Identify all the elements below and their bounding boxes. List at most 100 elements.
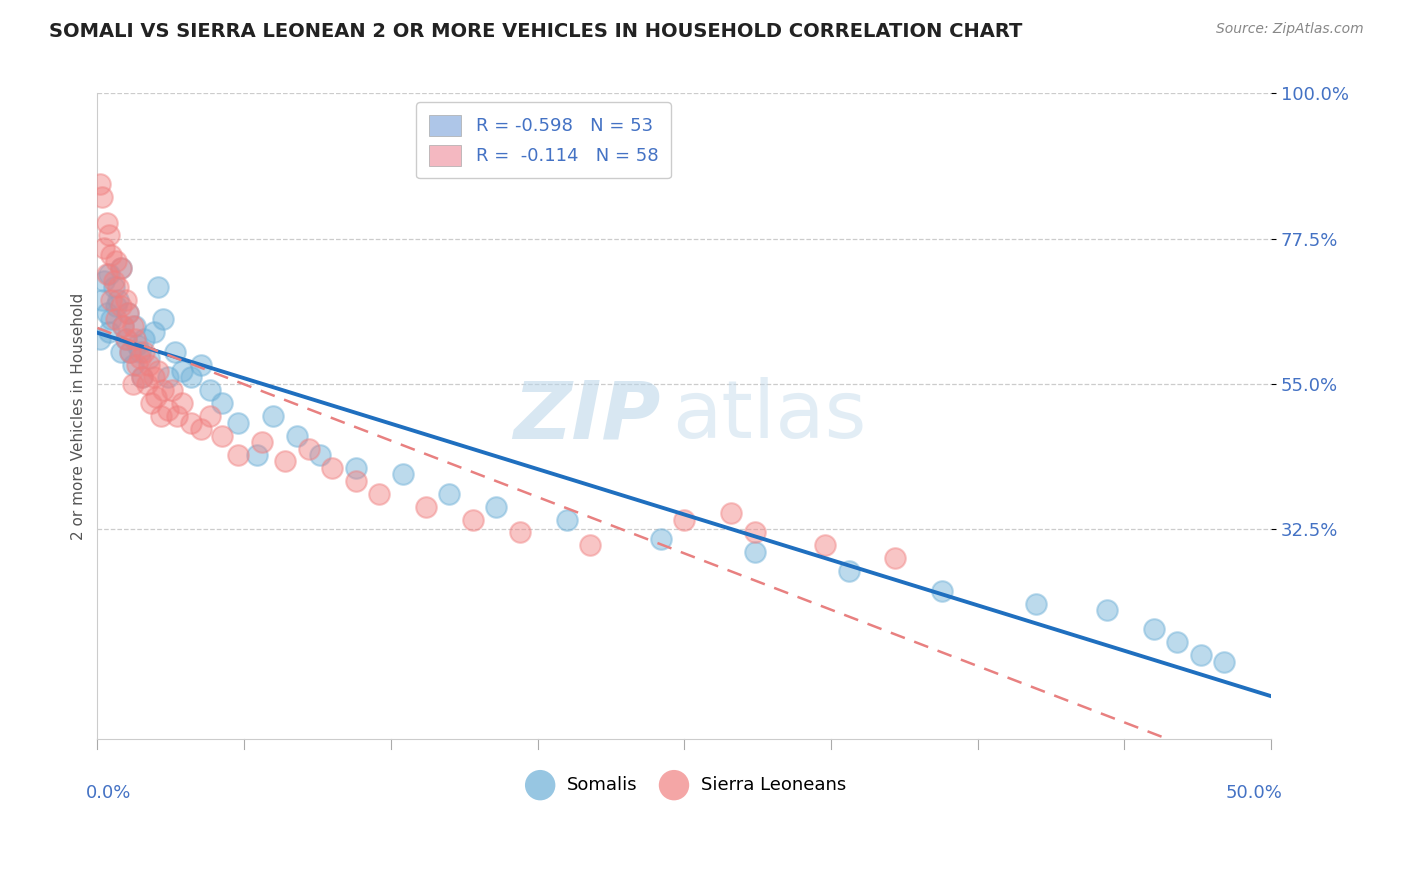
Point — [744, 545, 766, 559]
Point — [105, 312, 128, 326]
Point — [110, 300, 132, 314]
Text: Source: ZipAtlas.com: Source: ZipAtlas.com — [1216, 22, 1364, 37]
Point — [226, 416, 249, 430]
Point — [298, 442, 321, 456]
Point — [884, 551, 907, 566]
Point — [135, 376, 157, 391]
Point — [112, 318, 135, 333]
Point — [198, 384, 221, 398]
Point — [100, 248, 122, 262]
Point — [117, 306, 139, 320]
Point — [211, 396, 233, 410]
Point — [180, 370, 202, 384]
Point — [321, 461, 343, 475]
Point — [555, 512, 578, 526]
Point — [127, 358, 149, 372]
Point — [170, 364, 193, 378]
Point — [141, 396, 163, 410]
Point — [439, 487, 461, 501]
Point — [1189, 648, 1212, 662]
Point — [274, 454, 297, 468]
Point — [415, 500, 437, 514]
Point — [89, 177, 111, 191]
Point — [114, 332, 136, 346]
Point — [134, 344, 156, 359]
Point — [198, 409, 221, 424]
Point — [391, 467, 413, 482]
Point — [138, 358, 160, 372]
Point — [650, 532, 672, 546]
Text: atlas: atlas — [672, 377, 868, 455]
Point — [309, 448, 332, 462]
Point — [98, 326, 121, 340]
Point — [211, 428, 233, 442]
Point — [461, 512, 484, 526]
Point — [148, 280, 170, 294]
Point — [190, 358, 212, 372]
Point — [124, 318, 146, 333]
Point — [1025, 597, 1047, 611]
Point — [131, 370, 153, 384]
Point — [142, 370, 165, 384]
Point — [720, 506, 742, 520]
Point — [91, 293, 114, 307]
Legend: Somalis, Sierra Leoneans: Somalis, Sierra Leoneans — [515, 769, 853, 801]
Point — [1166, 635, 1188, 649]
Point — [250, 435, 273, 450]
Point — [105, 254, 128, 268]
Point — [117, 306, 139, 320]
Point — [262, 409, 284, 424]
Point — [246, 448, 269, 462]
Point — [124, 332, 146, 346]
Point — [114, 332, 136, 346]
Point — [107, 280, 129, 294]
Point — [131, 370, 153, 384]
Point — [149, 409, 172, 424]
Point — [226, 448, 249, 462]
Point — [110, 260, 132, 275]
Point — [98, 267, 121, 281]
Point — [142, 326, 165, 340]
Point — [1213, 655, 1236, 669]
Text: 0.0%: 0.0% — [86, 784, 131, 802]
Point — [127, 338, 149, 352]
Point — [96, 267, 118, 281]
Text: ZIP: ZIP — [513, 377, 661, 455]
Point — [96, 215, 118, 229]
Point — [98, 228, 121, 243]
Point — [162, 384, 184, 398]
Point — [838, 564, 860, 578]
Point — [152, 312, 174, 326]
Point — [285, 428, 308, 442]
Point — [673, 512, 696, 526]
Point — [148, 364, 170, 378]
Point — [110, 344, 132, 359]
Point — [170, 396, 193, 410]
Point — [100, 312, 122, 326]
Point — [93, 274, 115, 288]
Point — [103, 274, 125, 288]
Point — [180, 416, 202, 430]
Text: SOMALI VS SIERRA LEONEAN 2 OR MORE VEHICLES IN HOUSEHOLD CORRELATION CHART: SOMALI VS SIERRA LEONEAN 2 OR MORE VEHIC… — [49, 22, 1022, 41]
Text: 50.0%: 50.0% — [1226, 784, 1282, 802]
Point — [368, 487, 391, 501]
Point — [93, 241, 115, 255]
Point — [156, 402, 179, 417]
Point — [1095, 603, 1118, 617]
Point — [744, 525, 766, 540]
Point — [121, 318, 143, 333]
Point — [128, 351, 150, 365]
Point — [112, 318, 135, 333]
Point — [103, 280, 125, 294]
Point — [152, 384, 174, 398]
Point — [931, 583, 953, 598]
Point — [190, 422, 212, 436]
Point — [485, 500, 508, 514]
Point — [121, 376, 143, 391]
Point — [134, 332, 156, 346]
Point — [120, 344, 142, 359]
Point — [344, 461, 367, 475]
Y-axis label: 2 or more Vehicles in Household: 2 or more Vehicles in Household — [72, 293, 86, 540]
Point — [145, 390, 167, 404]
Point — [100, 293, 122, 307]
